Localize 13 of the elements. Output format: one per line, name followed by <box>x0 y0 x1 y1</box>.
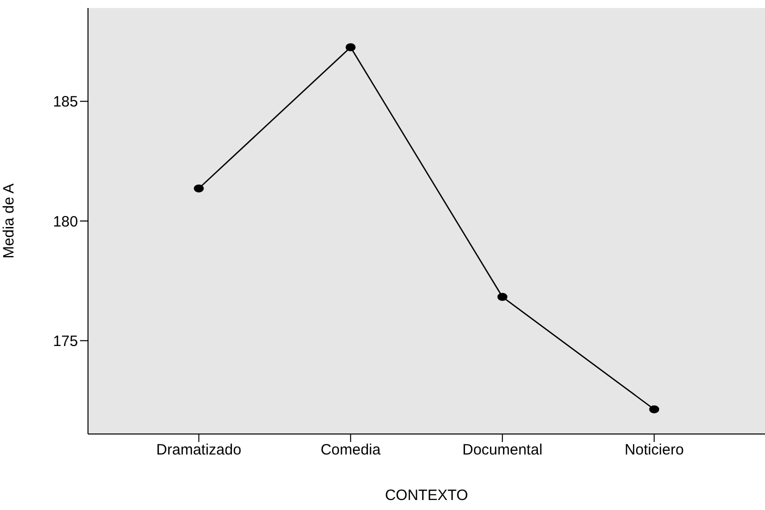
point <box>346 43 356 52</box>
y-axis-title: Media de A <box>0 183 18 259</box>
point <box>497 292 508 301</box>
x-tick-label: Dramatizado <box>156 442 242 459</box>
y-tick-label: 180 <box>52 213 78 230</box>
y-tick-label: 175 <box>52 332 78 350</box>
x-tick-label: Comedia <box>320 442 382 459</box>
x-tick-label: Noticiero <box>624 442 684 459</box>
point <box>649 405 660 414</box>
x-tick-label: Documental <box>462 442 542 459</box>
point <box>194 184 204 192</box>
x-axis-title: CONTEXTO <box>384 487 468 504</box>
y-tick-label: 185 <box>52 94 78 111</box>
